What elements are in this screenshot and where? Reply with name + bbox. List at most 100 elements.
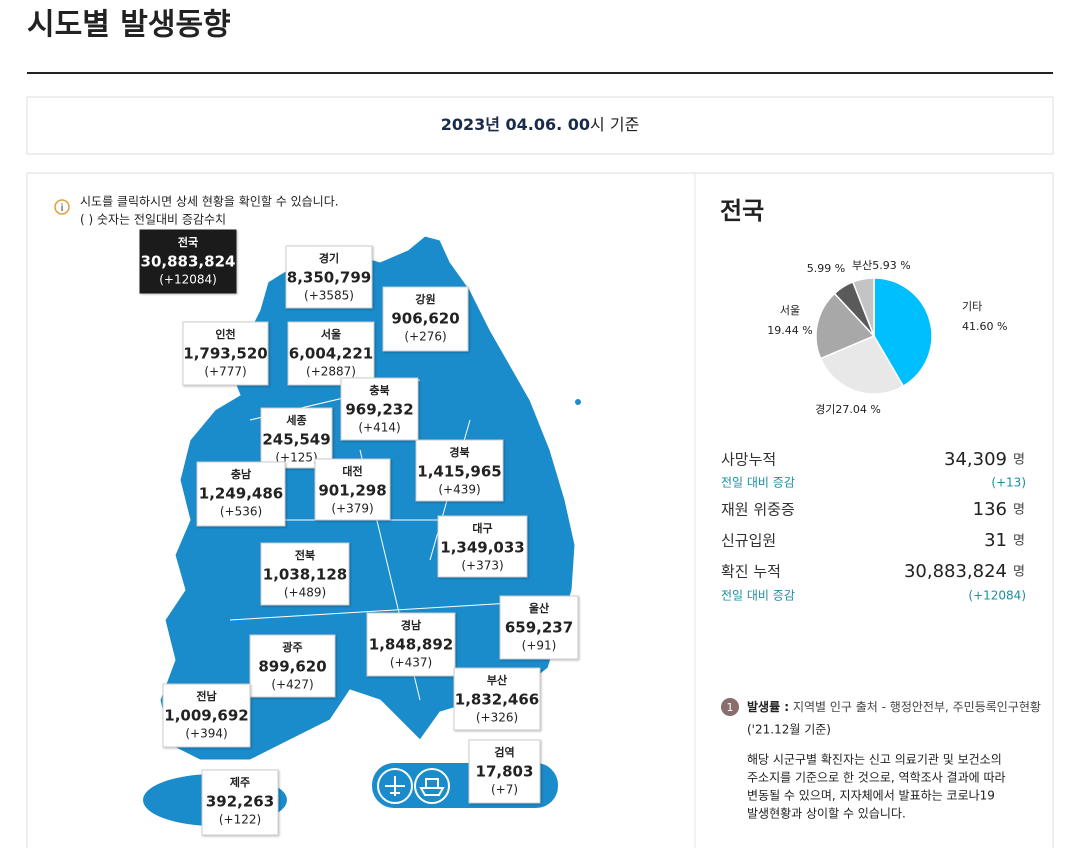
region-total: 1,832,466: [455, 691, 539, 709]
region[interactable]: 전북 1,038,128 (+489): [260, 542, 350, 606]
region-total: 659,237: [505, 619, 573, 637]
region-change: (+122): [219, 813, 261, 827]
footnote-line: 주소지를 기준으로 한 것으로, 역학조사 결과에 따라: [747, 771, 1006, 785]
region-name: 대전: [342, 464, 362, 478]
footnote-line: 해당 시군구별 확진자는 신고 의료기관 및 보건소의: [747, 753, 1002, 767]
region-change: (+394): [185, 727, 227, 741]
summary-value: 34,309: [944, 449, 1007, 470]
region-total: 8,350,799: [287, 269, 371, 287]
date-box: [26, 96, 1054, 155]
summary-label: 확진 누적: [721, 563, 781, 581]
region[interactable]: 부산 1,832,466 (+326): [453, 667, 541, 731]
region-name: 전국: [178, 235, 198, 249]
pie-category: 기타: [962, 300, 982, 313]
summary-title: 전국: [720, 197, 764, 225]
footnote-basis: ('21.12월 기준): [747, 723, 831, 737]
region-name: 전북: [295, 548, 315, 562]
region-total: 1,038,128: [263, 566, 347, 584]
region[interactable]: 인천 1,793,520 (+777): [182, 321, 269, 386]
region-box[interactable]: [499, 595, 579, 660]
pie-slice: [873, 277, 933, 388]
summary-unit: 명: [1013, 565, 1025, 580]
footnote-number: 1: [727, 701, 734, 714]
region[interactable]: 경북 1,415,965 (+439): [415, 439, 504, 502]
pie-label: 부산5.93 %: [852, 259, 911, 272]
region-box[interactable]: [162, 683, 251, 748]
summary-value: (+12084): [968, 589, 1026, 603]
region[interactable]: 대전 901,298 (+379): [314, 458, 391, 521]
footnote-line: 발생현황과 상이할 수 있습니다.: [747, 807, 906, 821]
region-name: 부산: [487, 673, 507, 687]
region-box[interactable]: [340, 377, 419, 441]
region[interactable]: 충북 969,232 (+414): [340, 377, 419, 441]
region[interactable]: 전국 30,883,824 (+12084): [139, 229, 237, 294]
region-total: 392,263: [206, 793, 274, 811]
region-change: (+3585): [304, 289, 354, 303]
region-total: 1,249,486: [199, 485, 283, 503]
region-total: 1,793,520: [183, 345, 267, 363]
region-total: 1,415,965: [417, 463, 501, 481]
pie-value-label: 19.44 %: [767, 324, 812, 337]
region[interactable]: 강원 906,620 (+276): [382, 286, 469, 352]
date-bold: 2023년 04.06. 00: [441, 115, 590, 134]
summary-unit: 명: [1013, 453, 1025, 468]
region-box[interactable]: [249, 634, 336, 698]
region-box[interactable]: [366, 612, 456, 677]
region-change: (+2887): [306, 365, 356, 379]
region-box[interactable]: [314, 458, 391, 521]
info-icon-mark: i: [61, 203, 64, 214]
summary-value: 30,883,824: [904, 561, 1007, 582]
region[interactable]: 제주 392,263 (+122): [201, 769, 279, 836]
region-box[interactable]: [453, 667, 541, 731]
region[interactable]: 서울 6,004,221 (+2887): [287, 321, 375, 386]
region-change: (+7): [491, 783, 518, 797]
region-total: 906,620: [391, 310, 459, 328]
summary-label: 전일 대비 증감: [721, 476, 795, 490]
region-name: 세종: [286, 413, 306, 427]
region-box[interactable]: [196, 461, 286, 527]
summary-value: 136: [973, 499, 1007, 520]
region-name: 전남: [196, 689, 216, 703]
pie-category: 경기: [815, 403, 835, 416]
region-name: 제주: [230, 775, 250, 789]
summary-unit: 명: [1013, 503, 1025, 518]
region[interactable]: 전남 1,009,692 (+394): [162, 683, 251, 748]
region-box[interactable]: [437, 515, 528, 578]
region-name: 대구: [472, 521, 492, 535]
region[interactable]: 울산 659,237 (+91): [499, 595, 579, 660]
region-box[interactable]: [468, 739, 541, 804]
airplane-icon[interactable]: [377, 768, 413, 804]
region-total: 17,803: [476, 763, 534, 781]
region-box[interactable]: [260, 407, 333, 469]
ship-icon[interactable]: [414, 768, 450, 804]
region[interactable]: 검역 17,803 (+7): [468, 739, 541, 804]
region-box[interactable]: [201, 769, 279, 836]
summary-unit: 명: [1013, 534, 1025, 549]
region-box[interactable]: [415, 439, 504, 502]
region-box[interactable]: [382, 286, 469, 352]
region[interactable]: 충남 1,249,486 (+536): [196, 461, 286, 527]
region-name: 경기: [319, 251, 339, 265]
region[interactable]: 광주 899,620 (+427): [249, 634, 336, 698]
region[interactable]: 경남 1,848,892 (+437): [366, 612, 456, 677]
summary-label: 사망누적: [721, 451, 776, 469]
pie-label: 경기27.04 %: [815, 403, 881, 416]
region-box[interactable]: [182, 321, 269, 386]
region-total: 1,848,892: [369, 636, 453, 654]
region-box[interactable]: [287, 321, 375, 386]
region-box[interactable]: [139, 229, 237, 294]
region[interactable]: 대구 1,349,033 (+373): [437, 515, 528, 578]
pie-category: 부산: [852, 259, 872, 272]
region-name: 경북: [449, 445, 469, 459]
region-total: 899,620: [258, 658, 326, 676]
footnote-source-text: 지역별 인구 출처 - 행정안전부, 주민등록인구현황: [793, 699, 1041, 714]
airplane-glyph: [385, 776, 405, 796]
notice: 시도를 클릭하시면 상세 현황을 확인할 수 있습니다.: [80, 195, 339, 209]
region[interactable]: 세종 245,549 (+125): [260, 407, 333, 469]
region[interactable]: 경기 8,350,799 (+3585): [285, 245, 373, 309]
region-total: 1,009,692: [164, 707, 248, 725]
region-box[interactable]: [260, 542, 350, 606]
region-name: 경남: [401, 618, 421, 632]
region-box[interactable]: [285, 245, 373, 309]
